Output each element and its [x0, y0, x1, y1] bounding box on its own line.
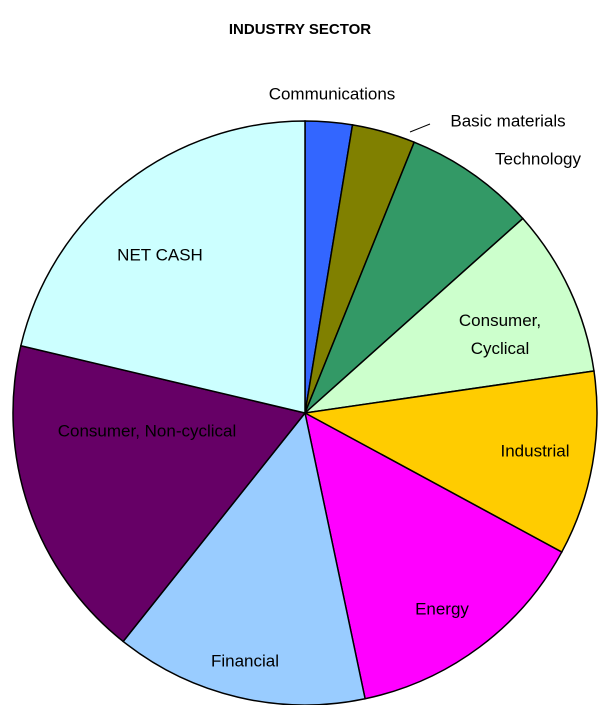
leader-line	[409, 123, 431, 133]
slice-label: NET CASH	[117, 245, 203, 264]
pie-slice	[302, 370, 598, 554]
pie-slice	[122, 411, 367, 705]
slice-label: Basic materials	[450, 111, 565, 130]
slice-label: Financial	[211, 651, 279, 670]
slice-label: Consumer, Cyclical	[459, 311, 541, 358]
pie-slice	[12, 344, 307, 643]
pie-slice	[304, 141, 524, 414]
slice-label: Industrial	[501, 441, 570, 460]
chart-title: INDUSTRY SECTOR	[229, 21, 371, 38]
slice-label: Consumer, Non-cyclical	[58, 421, 237, 440]
pie-slice	[303, 411, 563, 700]
pie-slice	[19, 120, 306, 414]
slice-label: Energy	[415, 599, 469, 618]
pie-slice	[302, 217, 595, 415]
slice-label: Technology	[495, 149, 582, 168]
slice-label: Communications	[269, 84, 396, 103]
